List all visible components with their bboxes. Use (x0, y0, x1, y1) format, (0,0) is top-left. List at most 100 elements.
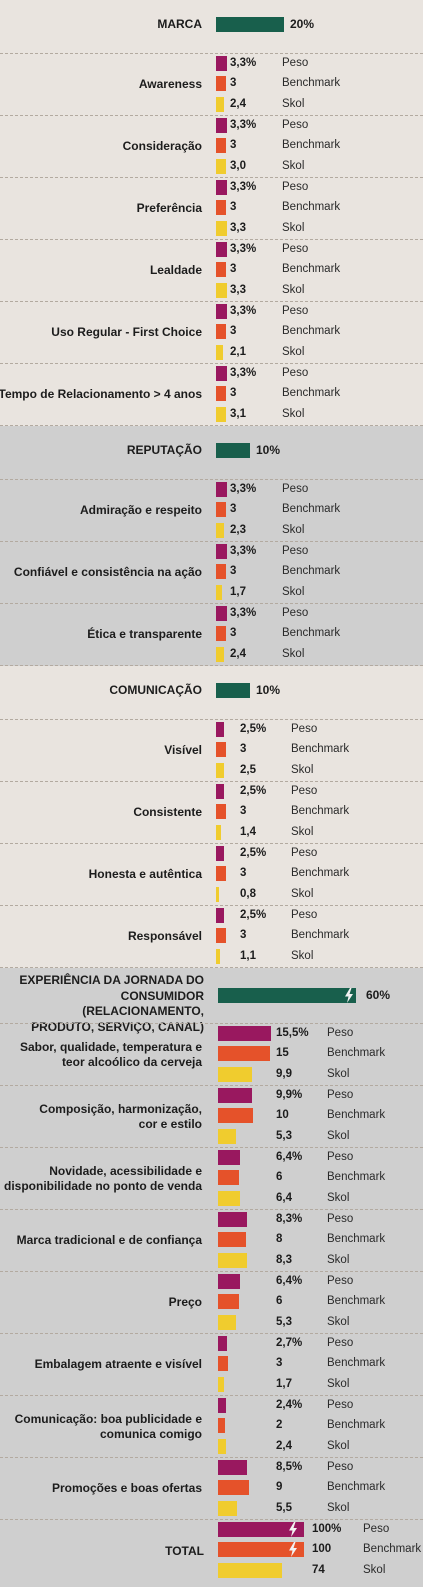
bar-peso (216, 118, 227, 133)
bar-benchmark (218, 1294, 239, 1310)
series-name: Benchmark (282, 263, 341, 276)
series-name: Benchmark (291, 805, 350, 818)
row-divider (0, 115, 423, 116)
series-name: Peso (327, 1399, 354, 1411)
bar-peso (218, 1460, 248, 1475)
series-name: Skol (282, 97, 305, 110)
value-label: 3 (230, 263, 237, 276)
value-label: 3,3 (230, 221, 246, 234)
label-line: cor e estilo (138, 1116, 202, 1131)
value-label: 3,3% (230, 57, 257, 69)
value-label: 2,5 (240, 763, 256, 776)
bar-peso (218, 1150, 241, 1165)
series-name: Benchmark (327, 1481, 386, 1494)
bar-peso (216, 304, 227, 319)
series-name: Peso (282, 367, 309, 379)
section-title: EXPERIÊNCIA DA JORNADA DO CONSUMIDOR (REL… (0, 973, 204, 1035)
criterion-label: Ética e transparente (87, 627, 202, 642)
value-label: 9 (276, 1481, 283, 1494)
section-background (0, 426, 423, 666)
label-line: Composição, harmonização, (39, 1101, 202, 1116)
bar-skol (216, 220, 227, 236)
series-name: Peso (291, 909, 318, 921)
section-background (0, 666, 423, 968)
value-label: 8,5% (276, 1461, 303, 1473)
series-name: Peso (282, 57, 309, 69)
value-label: 3,3% (230, 367, 257, 379)
value-label: 5,5 (276, 1501, 292, 1514)
bar-benchmark (216, 564, 226, 580)
bar-peso (218, 1088, 253, 1103)
bar-peso (216, 366, 227, 381)
series-name: Benchmark (282, 77, 341, 90)
value-label: 2,5% (240, 785, 267, 797)
series-name: Peso (282, 545, 309, 557)
bar-benchmark (218, 1170, 239, 1186)
bar-benchmark (216, 324, 226, 340)
bar-peso (216, 784, 225, 799)
value-label: 3 (230, 387, 237, 400)
label-line: CONSUMIDOR (RELACIONAMENTO, (82, 988, 204, 1019)
label-line: EXPERIÊNCIA DA JORNADA DO (19, 973, 204, 987)
bolt-icon (288, 1542, 298, 1558)
value-label: 5,3 (276, 1315, 292, 1328)
row-divider (0, 479, 423, 480)
bar-skol (218, 1500, 237, 1516)
row-divider (0, 905, 423, 906)
bar-skol (218, 1376, 224, 1392)
bar-peso (216, 56, 227, 71)
bar-peso (216, 180, 227, 195)
series-name: Skol (327, 1315, 350, 1328)
value-label: 3,1 (230, 407, 246, 420)
criterion-label: Preço (168, 1295, 202, 1310)
series-name: Benchmark (291, 929, 350, 942)
value-label: 2,4 (230, 647, 246, 660)
label-line: disponibilidade no ponto de venda (4, 1178, 202, 1193)
value-label: 1,7 (230, 585, 246, 598)
row-divider (0, 53, 423, 54)
total-divider (0, 1519, 423, 1520)
bar-skol (216, 522, 224, 538)
bar-skol (216, 96, 224, 112)
series-name: Peso (282, 607, 309, 619)
bar-benchmark (216, 742, 226, 758)
criterion-label: Lealdade (149, 263, 202, 278)
value-label: 2,4 (230, 97, 246, 110)
value-label: 3 (230, 201, 237, 214)
series-name: Skol (291, 949, 314, 962)
series-name: Benchmark (327, 1419, 386, 1432)
bar-benchmark (218, 1480, 250, 1496)
series-name: Skol (282, 159, 305, 172)
series-name: Peso (327, 1027, 354, 1039)
series-name: Benchmark (327, 1047, 386, 1060)
criterion-label: Marca tradicional e de confiança (16, 1233, 202, 1248)
total-value-label: 100% (312, 1523, 342, 1535)
label-line: teor alcoólico da cerveja (61, 1054, 202, 1069)
section-weight-value: 20% (290, 17, 315, 31)
series-name: Peso (282, 305, 309, 317)
series-name: Peso (327, 1461, 354, 1473)
bar-skol (216, 406, 227, 422)
value-label: 6 (276, 1295, 283, 1308)
section-weight-bar (216, 683, 250, 698)
value-label: 1,1 (240, 949, 256, 962)
section-divider (0, 665, 423, 666)
criterion-label: Confiável e consistência na ação (13, 565, 202, 580)
bar-skol (216, 824, 221, 840)
section-weight-bar (216, 443, 250, 458)
section-weight-bar (218, 988, 356, 1003)
bar-skol (218, 1128, 237, 1144)
row-divider (0, 1333, 423, 1334)
bar-peso (218, 1212, 247, 1227)
value-label: 6,4 (276, 1191, 292, 1204)
series-name: Benchmark (291, 867, 350, 880)
bar-peso (216, 908, 225, 923)
bar-peso (216, 606, 227, 621)
value-label: 3 (230, 627, 237, 640)
bar-benchmark (218, 1046, 270, 1062)
bar-benchmark (218, 1418, 225, 1434)
series-name: Benchmark (327, 1357, 386, 1370)
series-name: Peso (291, 723, 318, 735)
criterion-label: Preferência (136, 201, 202, 216)
total-bar-peso (218, 1522, 304, 1537)
